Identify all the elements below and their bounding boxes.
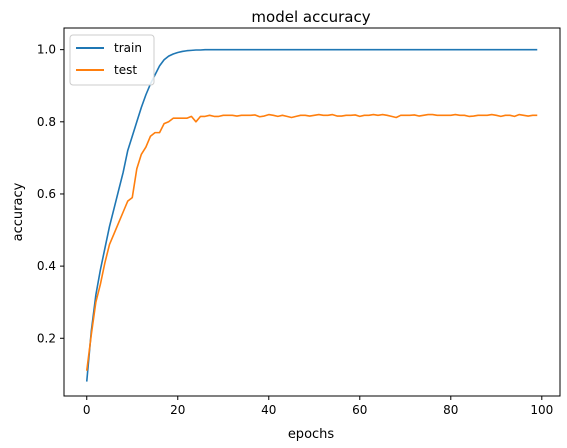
- x-tick-label: 20: [170, 403, 185, 417]
- legend-label-test: test: [114, 63, 137, 77]
- x-tick-label: 100: [530, 403, 553, 417]
- chart-title: model accuracy: [251, 8, 370, 26]
- axes-frame: [63, 27, 561, 397]
- series-line-train: [85, 48, 538, 382]
- x-tick-label: 60: [352, 403, 367, 417]
- y-tick-label: 1.0: [37, 43, 56, 57]
- y-tick-label: 0.2: [37, 331, 56, 345]
- plot-area: [85, 48, 538, 382]
- y-tick-label: 0.8: [37, 115, 56, 129]
- x-tick-label: 40: [261, 403, 276, 417]
- legend: train test: [69, 34, 155, 86]
- x-tick-label: 80: [443, 403, 458, 417]
- watermark: https://blog.csdn.net/Together_CZ: [354, 425, 557, 439]
- x-tick-label: 0: [83, 403, 91, 417]
- y-axis-label: accuracy: [11, 182, 26, 241]
- legend-label-train: train: [114, 41, 142, 55]
- x-axis-label: epochs: [288, 427, 335, 442]
- series-line-test: [85, 113, 538, 371]
- y-tick-label: 0.4: [37, 259, 56, 273]
- y-axis: 0.2 0.4 0.6 0.8 1.0: [37, 43, 64, 345]
- x-axis: 0 20 40 60 80 100: [83, 396, 553, 417]
- y-tick-label: 0.6: [37, 187, 56, 201]
